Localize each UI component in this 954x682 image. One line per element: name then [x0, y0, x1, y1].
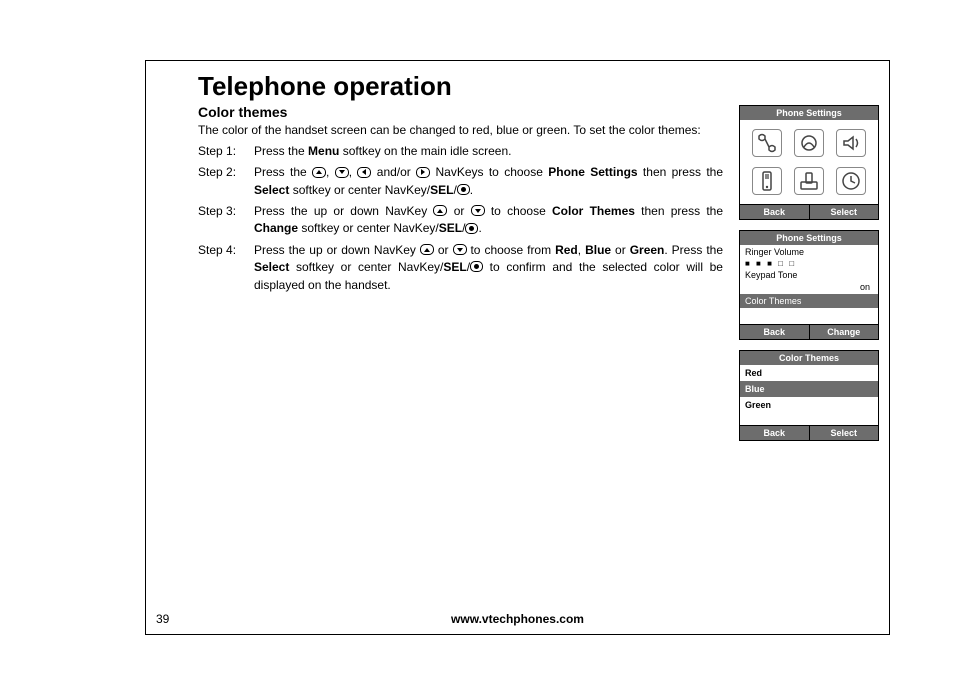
base-icon — [794, 167, 824, 195]
step-label: Step 4: — [198, 242, 254, 294]
navkey-sel-icon — [465, 223, 478, 234]
text: softkey or center NavKey/ — [289, 260, 443, 274]
keypad-tone-row: Keypad Tone — [740, 270, 878, 282]
softkey-back: Back — [740, 426, 809, 440]
text: Press the up or down NavKey — [254, 204, 433, 218]
step-body: Press the Menu softkey on the main idle … — [254, 143, 723, 160]
color-blue: Blue — [585, 243, 611, 257]
intro-text: The color of the handset screen can be c… — [198, 122, 723, 139]
theme-green: Green — [740, 397, 878, 413]
screen-body: Red Blue Green — [740, 365, 878, 425]
menu-color-themes: Color Themes — [552, 204, 635, 218]
calls-icon — [794, 129, 824, 157]
handset-screens: Phone Settings Back Select Phone — [739, 105, 879, 441]
handset-icon — [752, 167, 782, 195]
keypad-tone-value: on — [860, 282, 870, 292]
softkey-bar: Back Select — [740, 204, 878, 219]
step-label: Step 3: — [198, 203, 254, 238]
text: , — [578, 243, 585, 257]
softkey-change: Change — [809, 325, 879, 339]
screen-body: Ringer Volume ■ ■ ■ □ □ Keypad Tone on C… — [740, 245, 878, 324]
softkey-select: Select — [809, 205, 879, 219]
navkey-up-icon — [433, 205, 447, 216]
key-sel: SEL — [443, 260, 466, 274]
screen-title: Phone Settings — [740, 106, 878, 120]
text: Press the up or down NavKey — [254, 243, 420, 257]
clock-icon — [836, 167, 866, 195]
key-sel: SEL — [430, 183, 453, 197]
text: to choose from — [467, 243, 556, 257]
softkey-change: Change — [254, 221, 298, 235]
text: Press the — [254, 144, 308, 158]
navkey-down-icon — [471, 205, 485, 216]
step-label: Step 1: — [198, 143, 254, 160]
color-red: Red — [555, 243, 578, 257]
screen-title: Color Themes — [740, 351, 878, 365]
softkey-select: Select — [254, 183, 289, 197]
navkey-right-icon — [416, 167, 430, 178]
footer-url: www.vtechphones.com — [146, 612, 889, 626]
step-1: Step 1: Press the Menu softkey on the ma… — [198, 143, 723, 160]
navkey-up-icon — [420, 244, 434, 255]
text: then press the — [635, 204, 723, 218]
screen-title: Phone Settings — [740, 231, 878, 245]
keypad-tone-value-row: on — [740, 282, 878, 294]
theme-red: Red — [740, 365, 878, 381]
softkey-back: Back — [740, 325, 809, 339]
softkey-back: Back — [740, 205, 809, 219]
screen-phone-settings-list: Phone Settings Ringer Volume ■ ■ ■ □ □ K… — [739, 230, 879, 340]
menu-phone-settings: Phone Settings — [548, 165, 637, 179]
step-3: Step 3: Press the up or down NavKey or t… — [198, 203, 723, 238]
text: or — [434, 243, 453, 257]
phonebook-icon — [752, 129, 782, 157]
keypad-tone-label: Keypad Tone — [745, 270, 797, 280]
text: to choose — [485, 204, 552, 218]
softkey-bar: Back Select — [740, 425, 878, 440]
text: then press the — [638, 165, 723, 179]
navkey-left-icon — [357, 167, 371, 178]
theme-blue-selected: Blue — [740, 381, 878, 397]
section-subtitle: Color themes — [198, 104, 723, 120]
softkey-menu: Menu — [308, 144, 339, 158]
step-body: Press the up or down NavKey or to choose… — [254, 203, 723, 238]
text: NavKeys to choose — [430, 165, 548, 179]
screen-color-themes: Color Themes Red Blue Green Back Select — [739, 350, 879, 441]
navkey-down-icon — [453, 244, 467, 255]
screen-phone-settings-grid: Phone Settings Back Select — [739, 105, 879, 220]
softkey-select: Select — [254, 260, 289, 274]
step-body: Press the , , and/or NavKeys to choose P… — [254, 164, 723, 199]
text: softkey or center NavKey/ — [289, 183, 430, 197]
step-2: Step 2: Press the , , and/or NavKeys to … — [198, 164, 723, 199]
page-title: Telephone operation — [198, 71, 723, 102]
ringer-volume-indicator: ■ ■ ■ □ □ — [740, 259, 878, 270]
navkey-sel-icon — [457, 184, 470, 195]
sounds-icon — [836, 129, 866, 157]
ringer-volume-label: Ringer Volume — [740, 245, 878, 259]
blank-space — [740, 308, 878, 324]
navkey-sel-icon — [470, 261, 483, 272]
text: . Press the — [664, 243, 723, 257]
icon-row — [746, 166, 872, 196]
softkey-select: Select — [809, 426, 879, 440]
manual-page: Telephone operation Color themes The col… — [145, 60, 890, 635]
steps-list: Step 1: Press the Menu softkey on the ma… — [198, 143, 723, 294]
step-label: Step 2: — [198, 164, 254, 199]
navkey-up-icon — [312, 167, 326, 178]
navkey-down-icon — [335, 167, 349, 178]
text: softkey or center NavKey/ — [298, 221, 439, 235]
icon-row — [746, 128, 872, 158]
text: Press the — [254, 165, 312, 179]
softkey-bar: Back Change — [740, 324, 878, 339]
step-body: Press the up or down NavKey or to choose… — [254, 242, 723, 294]
text: softkey on the main idle screen. — [339, 144, 511, 158]
text: or — [611, 243, 630, 257]
step-4: Step 4: Press the up or down NavKey or t… — [198, 242, 723, 294]
screen-body — [740, 120, 878, 204]
selected-color-themes: Color Themes — [740, 294, 878, 308]
color-green: Green — [630, 243, 665, 257]
content-column: Telephone operation Color themes The col… — [198, 71, 723, 298]
text: or — [447, 204, 470, 218]
blank-space — [740, 413, 878, 425]
key-sel: SEL — [439, 221, 462, 235]
